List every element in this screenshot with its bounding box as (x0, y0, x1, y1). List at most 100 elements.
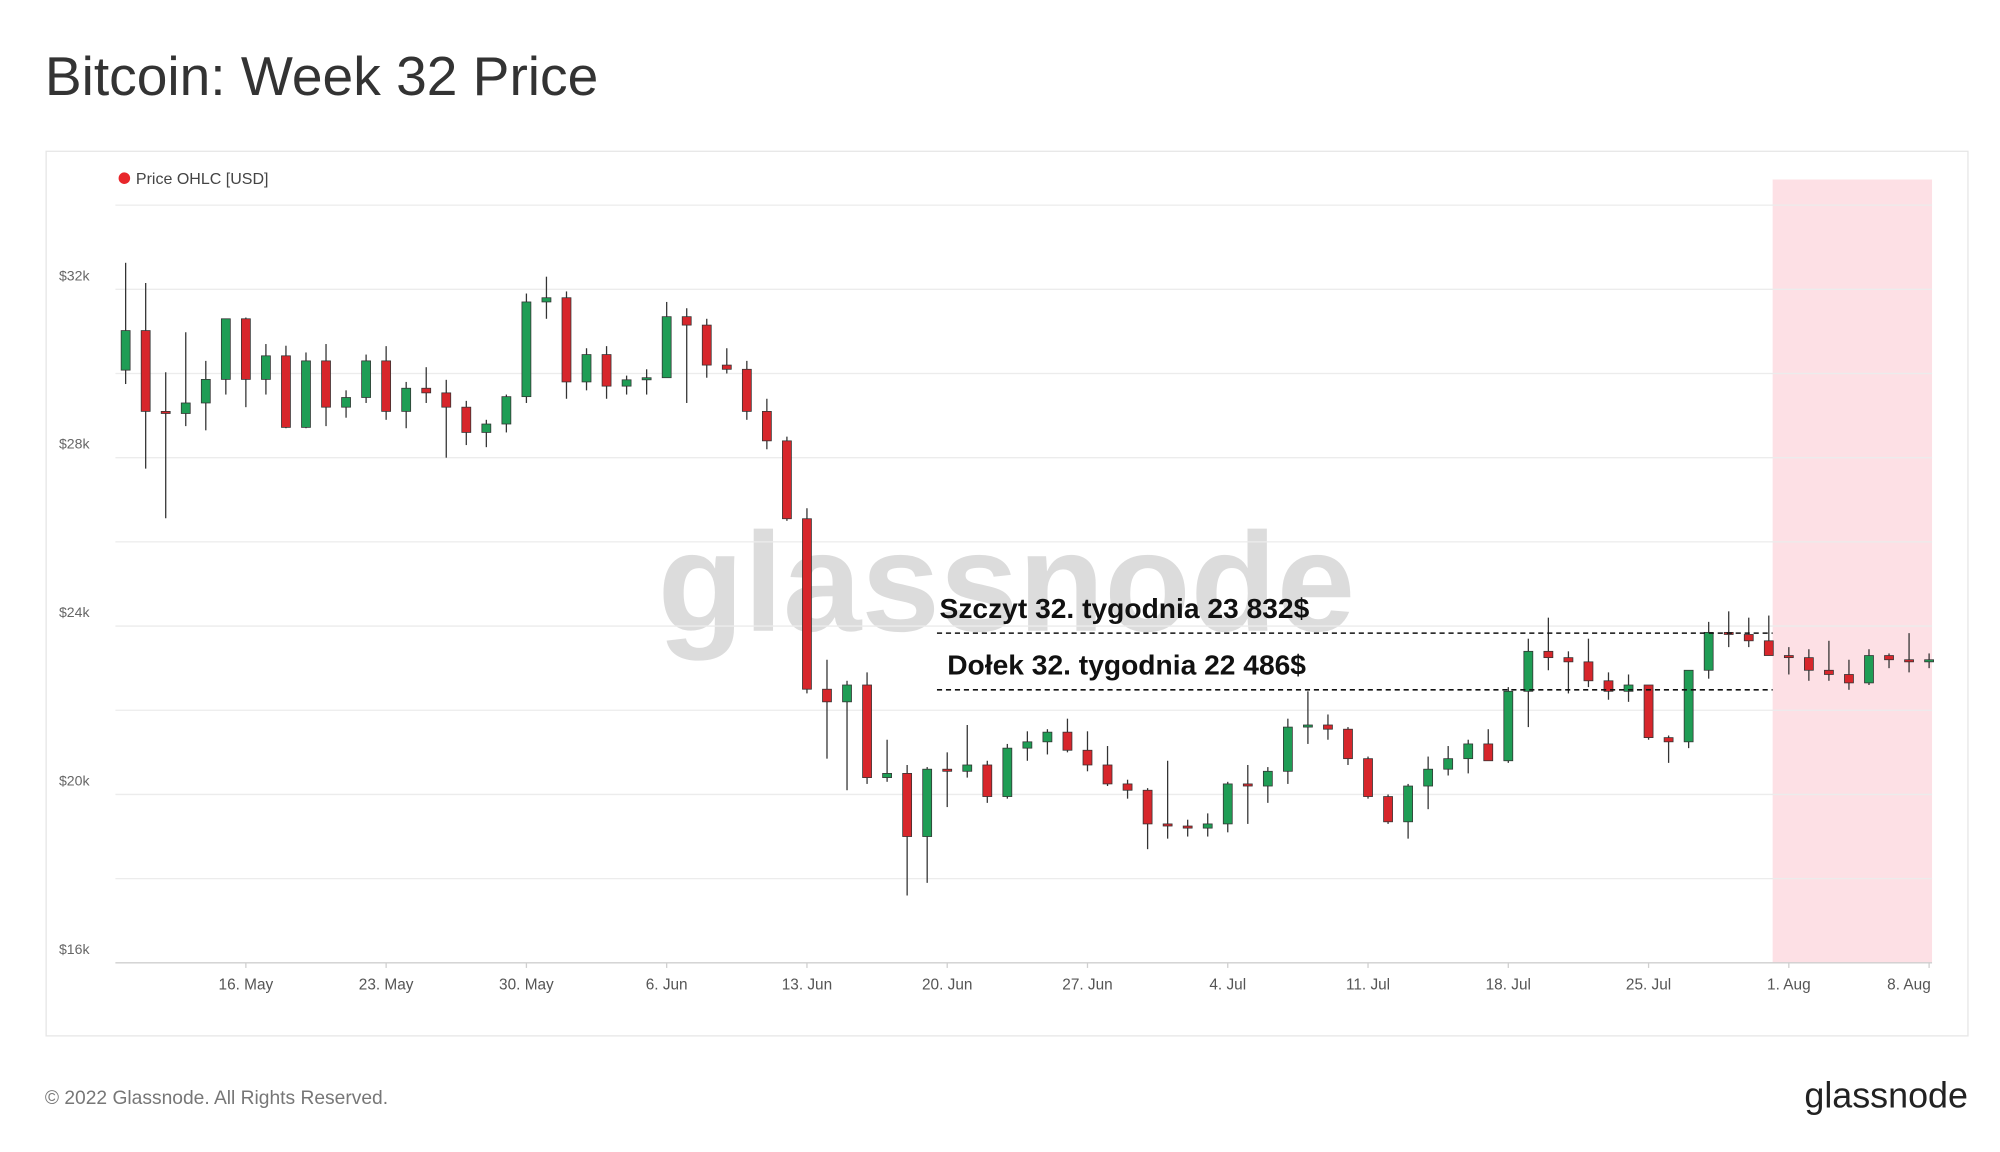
candle-body (681, 316, 692, 326)
x-tick-label: 27. Jun (1062, 977, 1112, 994)
candle-body (1042, 731, 1053, 743)
watermark: glassnode (658, 503, 1355, 661)
candle-body (1483, 743, 1494, 762)
candle-body (902, 773, 913, 837)
candle-body (641, 377, 652, 381)
candle-body (481, 423, 492, 433)
candle-body (401, 387, 412, 412)
candle-body (782, 440, 792, 520)
candle-body (1763, 640, 1774, 656)
candle-body (261, 355, 271, 380)
candle-body (381, 360, 392, 412)
candle-body (441, 392, 452, 408)
candle-body (1864, 655, 1874, 684)
candle-body (1002, 747, 1013, 797)
candle-body (541, 297, 552, 303)
candle-body (1643, 684, 1654, 739)
candle-body (1924, 659, 1934, 663)
candle-body (741, 368, 752, 412)
candle-body (1182, 825, 1193, 829)
candle-body (1844, 674, 1854, 684)
y-tick-label: $28k (59, 436, 91, 452)
candle-body (1343, 728, 1353, 760)
candle-body (962, 764, 973, 772)
y-tick-label: $24k (59, 604, 91, 620)
x-tick-label: 4. Jul (1209, 977, 1246, 994)
candle-body (1904, 659, 1914, 663)
candle-body (1242, 783, 1253, 787)
x-tick-label: 18. Jul (1486, 977, 1531, 994)
y-tick-label: $20k (59, 772, 91, 788)
annotation-text: Szczyt 32. tygodnia 23 832$ (940, 592, 1310, 624)
candle-body (1463, 743, 1474, 760)
candle-body (1884, 655, 1894, 661)
candle-body (240, 318, 251, 380)
candle-body (1703, 631, 1714, 671)
candle-body (160, 411, 171, 414)
candle-body (862, 684, 872, 778)
legend-label: Price OHLC [USD] (136, 170, 269, 188)
candle-body (1222, 783, 1233, 825)
candle-body (1363, 758, 1373, 797)
candle-body (1282, 726, 1293, 772)
candle-body (942, 768, 953, 772)
x-tick-label: 23. May (359, 977, 414, 994)
candle-body (521, 301, 532, 398)
candle-body (220, 318, 231, 380)
x-tick-label: 25. Jul (1626, 977, 1671, 994)
candle-body (281, 355, 291, 428)
candle-body (1262, 770, 1273, 787)
candle-body (1443, 758, 1454, 770)
x-tick-label: 20. Jun (922, 977, 972, 994)
candle-body (421, 387, 432, 394)
candle-body (1323, 724, 1333, 730)
x-tick-label: 1. Aug (1767, 977, 1811, 994)
highlight-region (1772, 179, 1933, 963)
candle-body (1122, 783, 1133, 791)
x-tick-label: 8. Aug (1887, 977, 1931, 994)
candle-body (1102, 764, 1113, 785)
candle-body (701, 324, 712, 366)
candle-body (1683, 669, 1694, 743)
annotation-text: Dołek 32. tygodnia 22 486$ (947, 648, 1306, 680)
candle-body (1743, 634, 1754, 642)
candle-body (1583, 661, 1594, 682)
chart-frame (45, 150, 1969, 1037)
candle-body (822, 688, 832, 703)
candle-body (842, 684, 852, 703)
candle-body (1824, 669, 1834, 675)
candle-body (1022, 741, 1033, 749)
candle-body (882, 773, 892, 778)
candle-body (140, 330, 151, 412)
candle-body (321, 360, 331, 408)
candle-body (1423, 768, 1434, 787)
candle-body (1663, 737, 1674, 743)
candle-body (1623, 684, 1634, 692)
candle-body (761, 411, 772, 442)
y-tick-label: $16k (59, 941, 91, 957)
x-tick-label: 6. Jun (646, 977, 688, 994)
candle-body (1162, 823, 1173, 827)
candle-body (1202, 823, 1213, 829)
candle-body (1783, 655, 1794, 659)
candle-body (461, 406, 472, 433)
candle-body (341, 397, 351, 408)
candle-body (1082, 749, 1093, 766)
candle-body (661, 316, 672, 379)
candle-body (1804, 657, 1814, 671)
chart-title: Bitcoin: Week 32 Price (45, 45, 598, 107)
logo: glassnode (1804, 1076, 1968, 1116)
candle-body (361, 360, 371, 398)
candle-body (200, 379, 211, 404)
candle-body (802, 518, 812, 690)
plot: glassnode $16k $20k $24k $28k $32k 16. May 23. … (59, 170, 1934, 994)
candle-body (561, 297, 572, 383)
candle-body (1142, 789, 1153, 825)
y-tick-label: $32k (59, 267, 91, 283)
legend-marker (118, 172, 131, 184)
candle-body (621, 379, 632, 387)
candle-body (1062, 731, 1073, 751)
